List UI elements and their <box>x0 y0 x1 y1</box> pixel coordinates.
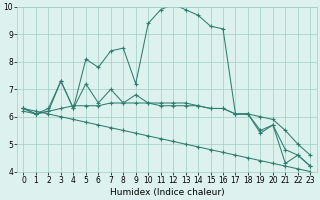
X-axis label: Humidex (Indice chaleur): Humidex (Indice chaleur) <box>109 188 224 197</box>
